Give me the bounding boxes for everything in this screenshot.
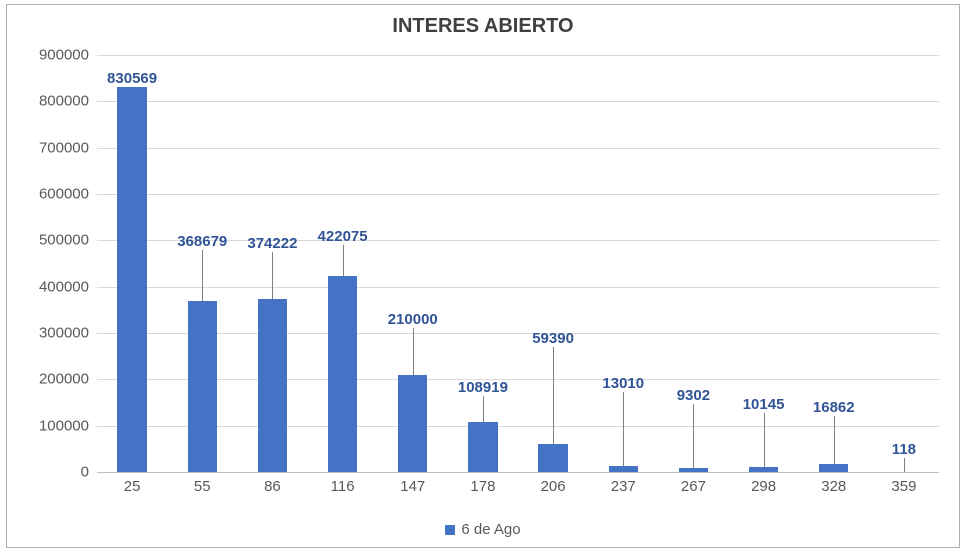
gridline	[97, 55, 939, 56]
data-label: 13010	[602, 375, 644, 392]
data-label: 830569	[107, 70, 157, 87]
data-label: 118	[892, 441, 916, 458]
y-tick-label: 700000	[39, 139, 97, 156]
leader-line	[623, 392, 624, 466]
y-tick-label: 200000	[39, 371, 97, 388]
y-tick-label: 400000	[39, 278, 97, 295]
leader-line	[904, 458, 905, 472]
bar	[258, 299, 287, 472]
y-tick-label: 300000	[39, 324, 97, 341]
x-tick-label: 116	[331, 472, 355, 495]
data-label: 59390	[532, 330, 574, 347]
x-tick-label: 267	[681, 472, 706, 495]
bar	[188, 301, 217, 472]
y-tick-label: 600000	[39, 185, 97, 202]
x-tick-label: 147	[400, 472, 425, 495]
plot-area: 0100000200000300000400000500000600000700…	[97, 55, 939, 472]
data-label: 10145	[743, 396, 785, 413]
y-tick-label: 500000	[39, 232, 97, 249]
bar	[538, 444, 567, 472]
data-label: 210000	[388, 311, 438, 328]
bar	[328, 276, 357, 472]
y-tick-label: 800000	[39, 93, 97, 110]
bar	[819, 464, 848, 472]
leader-line	[764, 413, 765, 468]
x-tick-label: 328	[821, 472, 846, 495]
leader-line	[202, 250, 203, 301]
data-label: 422075	[318, 228, 368, 245]
y-tick-label: 900000	[39, 47, 97, 64]
leader-line	[483, 396, 484, 421]
data-label: 368679	[177, 233, 227, 250]
gridline	[97, 101, 939, 102]
x-tick-label: 178	[470, 472, 495, 495]
y-tick-label: 100000	[39, 417, 97, 434]
x-tick-label: 206	[541, 472, 566, 495]
x-tick-label: 298	[751, 472, 776, 495]
x-tick-label: 55	[194, 472, 211, 495]
data-label: 9302	[677, 387, 710, 404]
gridline	[97, 194, 939, 195]
bar	[468, 422, 497, 472]
leader-line	[693, 404, 694, 468]
gridline	[97, 287, 939, 288]
gridline	[97, 333, 939, 334]
x-tick-label: 359	[891, 472, 916, 495]
leader-line	[343, 245, 344, 277]
bar	[117, 87, 146, 472]
bar	[398, 375, 427, 472]
data-label: 108919	[458, 379, 508, 396]
gridline	[97, 379, 939, 380]
gridline	[97, 472, 939, 473]
x-tick-label: 237	[611, 472, 636, 495]
chart-title: INTERES ABIERTO	[7, 5, 959, 38]
leader-line	[553, 347, 554, 444]
leader-line	[272, 252, 273, 298]
gridline	[97, 426, 939, 427]
data-label: 16862	[813, 399, 855, 416]
legend-swatch	[445, 525, 455, 535]
leader-line	[834, 416, 835, 465]
leader-line	[413, 328, 414, 374]
chart-frame: INTERES ABIERTO 010000020000030000040000…	[6, 4, 960, 548]
legend-label: 6 de Ago	[461, 521, 520, 538]
y-tick-label: 0	[81, 464, 97, 481]
chart-container: INTERES ABIERTO 010000020000030000040000…	[0, 0, 980, 552]
legend: 6 de Ago	[7, 521, 959, 539]
gridline	[97, 148, 939, 149]
x-tick-label: 86	[264, 472, 281, 495]
x-tick-label: 25	[124, 472, 141, 495]
data-label: 374222	[247, 235, 297, 252]
